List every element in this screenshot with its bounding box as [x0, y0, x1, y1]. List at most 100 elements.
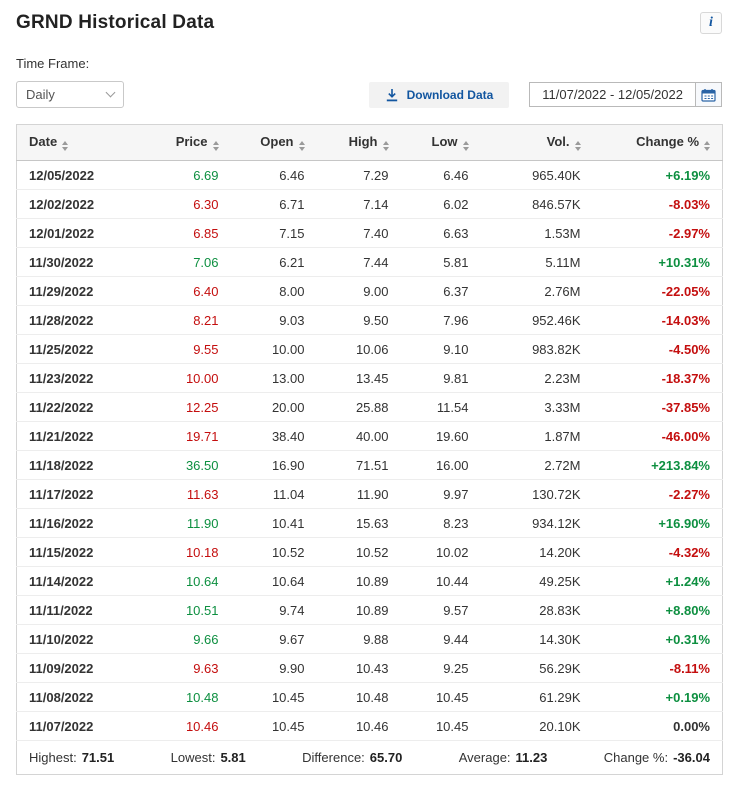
- column-header-volume[interactable]: Vol.: [480, 124, 593, 161]
- table-row: 11/11/2022 10.51 9.74 10.89 9.57 28.83K …: [16, 595, 723, 625]
- low-cell: 9.57: [400, 595, 481, 625]
- high-cell: 7.40: [316, 218, 401, 248]
- volume-cell: 1.87M: [480, 421, 593, 451]
- summary-difference: Difference: 65.70: [302, 750, 402, 765]
- change-cell: -4.50%: [592, 334, 723, 364]
- low-cell: 9.44: [400, 624, 481, 654]
- volume-cell: 2.72M: [480, 450, 593, 480]
- table-row: 11/15/2022 10.18 10.52 10.52 10.02 14.20…: [16, 537, 723, 567]
- time-frame-label: Time Frame:: [16, 56, 90, 71]
- info-icon[interactable]: i: [700, 12, 722, 34]
- historical-data-table: Date Price Open High Low Vol. Ch: [16, 124, 723, 775]
- change-cell: +10.31%: [592, 247, 723, 277]
- date-cell: 11/29/2022: [16, 276, 139, 306]
- column-header-open[interactable]: Open: [230, 124, 317, 161]
- summary-highest: Highest: 71.51: [29, 750, 114, 765]
- date-cell: 11/14/2022: [16, 566, 139, 596]
- column-header-price[interactable]: Price: [138, 124, 231, 161]
- high-cell: 10.43: [316, 653, 401, 683]
- summary-bar: Highest: 71.51 Lowest: 5.81 Difference: …: [29, 750, 710, 765]
- summary-difference-value: 65.70: [369, 750, 403, 765]
- column-header-change[interactable]: Change %: [592, 124, 723, 161]
- high-cell: 10.06: [316, 334, 401, 364]
- date-cell: 12/02/2022: [16, 189, 139, 219]
- column-header-date[interactable]: Date: [16, 124, 139, 161]
- change-cell: 0.00%: [592, 711, 723, 741]
- low-cell: 6.02: [400, 189, 481, 219]
- price-cell: 6.30: [138, 189, 231, 219]
- table-row: 11/28/2022 8.21 9.03 9.50 7.96 952.46K -…: [16, 305, 723, 335]
- price-cell: 6.85: [138, 218, 231, 248]
- sort-icon: [382, 141, 389, 151]
- price-cell: 8.21: [138, 305, 231, 335]
- date-cell: 11/30/2022: [16, 247, 139, 277]
- volume-cell: 846.57K: [480, 189, 593, 219]
- sort-icon: [298, 141, 305, 151]
- date-cell: 11/18/2022: [16, 450, 139, 480]
- date-range-picker[interactable]: 11/07/2022 - 12/05/2022: [529, 82, 722, 107]
- volume-cell: 965.40K: [480, 160, 593, 190]
- change-cell: +0.31%: [592, 624, 723, 654]
- price-cell: 9.63: [138, 653, 231, 683]
- change-cell: -4.32%: [592, 537, 723, 567]
- low-cell: 10.44: [400, 566, 481, 596]
- column-label-date: Date: [29, 134, 58, 149]
- high-cell: 7.29: [316, 160, 401, 190]
- high-cell: 10.46: [316, 711, 401, 741]
- date-cell: 11/25/2022: [16, 334, 139, 364]
- low-cell: 6.37: [400, 276, 481, 306]
- table-row: 12/02/2022 6.30 6.71 7.14 6.02 846.57K -…: [16, 189, 723, 219]
- sort-icon: [212, 141, 219, 151]
- high-cell: 10.89: [316, 595, 401, 625]
- date-cell: 11/07/2022: [16, 711, 139, 741]
- open-cell: 9.74: [230, 595, 317, 625]
- change-cell: -8.11%: [592, 653, 723, 683]
- chevron-down-icon: [105, 87, 116, 98]
- time-frame-value: Daily: [26, 87, 55, 102]
- change-cell: +0.19%: [592, 682, 723, 712]
- change-cell: -37.85%: [592, 392, 723, 422]
- date-cell: 11/16/2022: [16, 508, 139, 538]
- open-cell: 7.15: [230, 218, 317, 248]
- price-cell: 19.71: [138, 421, 231, 451]
- download-icon: [385, 88, 399, 102]
- high-cell: 7.44: [316, 247, 401, 277]
- open-cell: 10.45: [230, 711, 317, 741]
- volume-cell: 49.25K: [480, 566, 593, 596]
- volume-cell: 2.23M: [480, 363, 593, 393]
- change-cell: +213.84%: [592, 450, 723, 480]
- calendar-icon[interactable]: [695, 83, 721, 106]
- change-cell: -18.37%: [592, 363, 723, 393]
- low-cell: 9.25: [400, 653, 481, 683]
- date-cell: 11/11/2022: [16, 595, 139, 625]
- price-cell: 9.66: [138, 624, 231, 654]
- column-header-low[interactable]: Low: [400, 124, 481, 161]
- low-cell: 10.45: [400, 682, 481, 712]
- change-cell: +8.80%: [592, 595, 723, 625]
- high-cell: 25.88: [316, 392, 401, 422]
- low-cell: 6.63: [400, 218, 481, 248]
- table-row: 11/29/2022 6.40 8.00 9.00 6.37 2.76M -22…: [16, 276, 723, 306]
- price-cell: 10.48: [138, 682, 231, 712]
- volume-cell: 56.29K: [480, 653, 593, 683]
- volume-cell: 934.12K: [480, 508, 593, 538]
- open-cell: 8.00: [230, 276, 317, 306]
- open-cell: 10.52: [230, 537, 317, 567]
- volume-cell: 20.10K: [480, 711, 593, 741]
- download-data-button[interactable]: Download Data: [368, 81, 510, 108]
- column-header-high[interactable]: High: [316, 124, 401, 161]
- volume-cell: 14.20K: [480, 537, 593, 567]
- table-row: 11/21/2022 19.71 38.40 40.00 19.60 1.87M…: [16, 421, 723, 451]
- price-cell: 10.18: [138, 537, 231, 567]
- high-cell: 10.48: [316, 682, 401, 712]
- column-label-change: Change %: [636, 134, 699, 149]
- time-frame-dropdown[interactable]: Daily: [16, 81, 124, 108]
- table-row: 12/01/2022 6.85 7.15 7.40 6.63 1.53M -2.…: [16, 218, 723, 248]
- change-cell: -14.03%: [592, 305, 723, 335]
- high-cell: 9.00: [316, 276, 401, 306]
- price-cell: 12.25: [138, 392, 231, 422]
- price-cell: 6.40: [138, 276, 231, 306]
- volume-cell: 14.30K: [480, 624, 593, 654]
- summary-lowest-value: 5.81: [220, 750, 246, 765]
